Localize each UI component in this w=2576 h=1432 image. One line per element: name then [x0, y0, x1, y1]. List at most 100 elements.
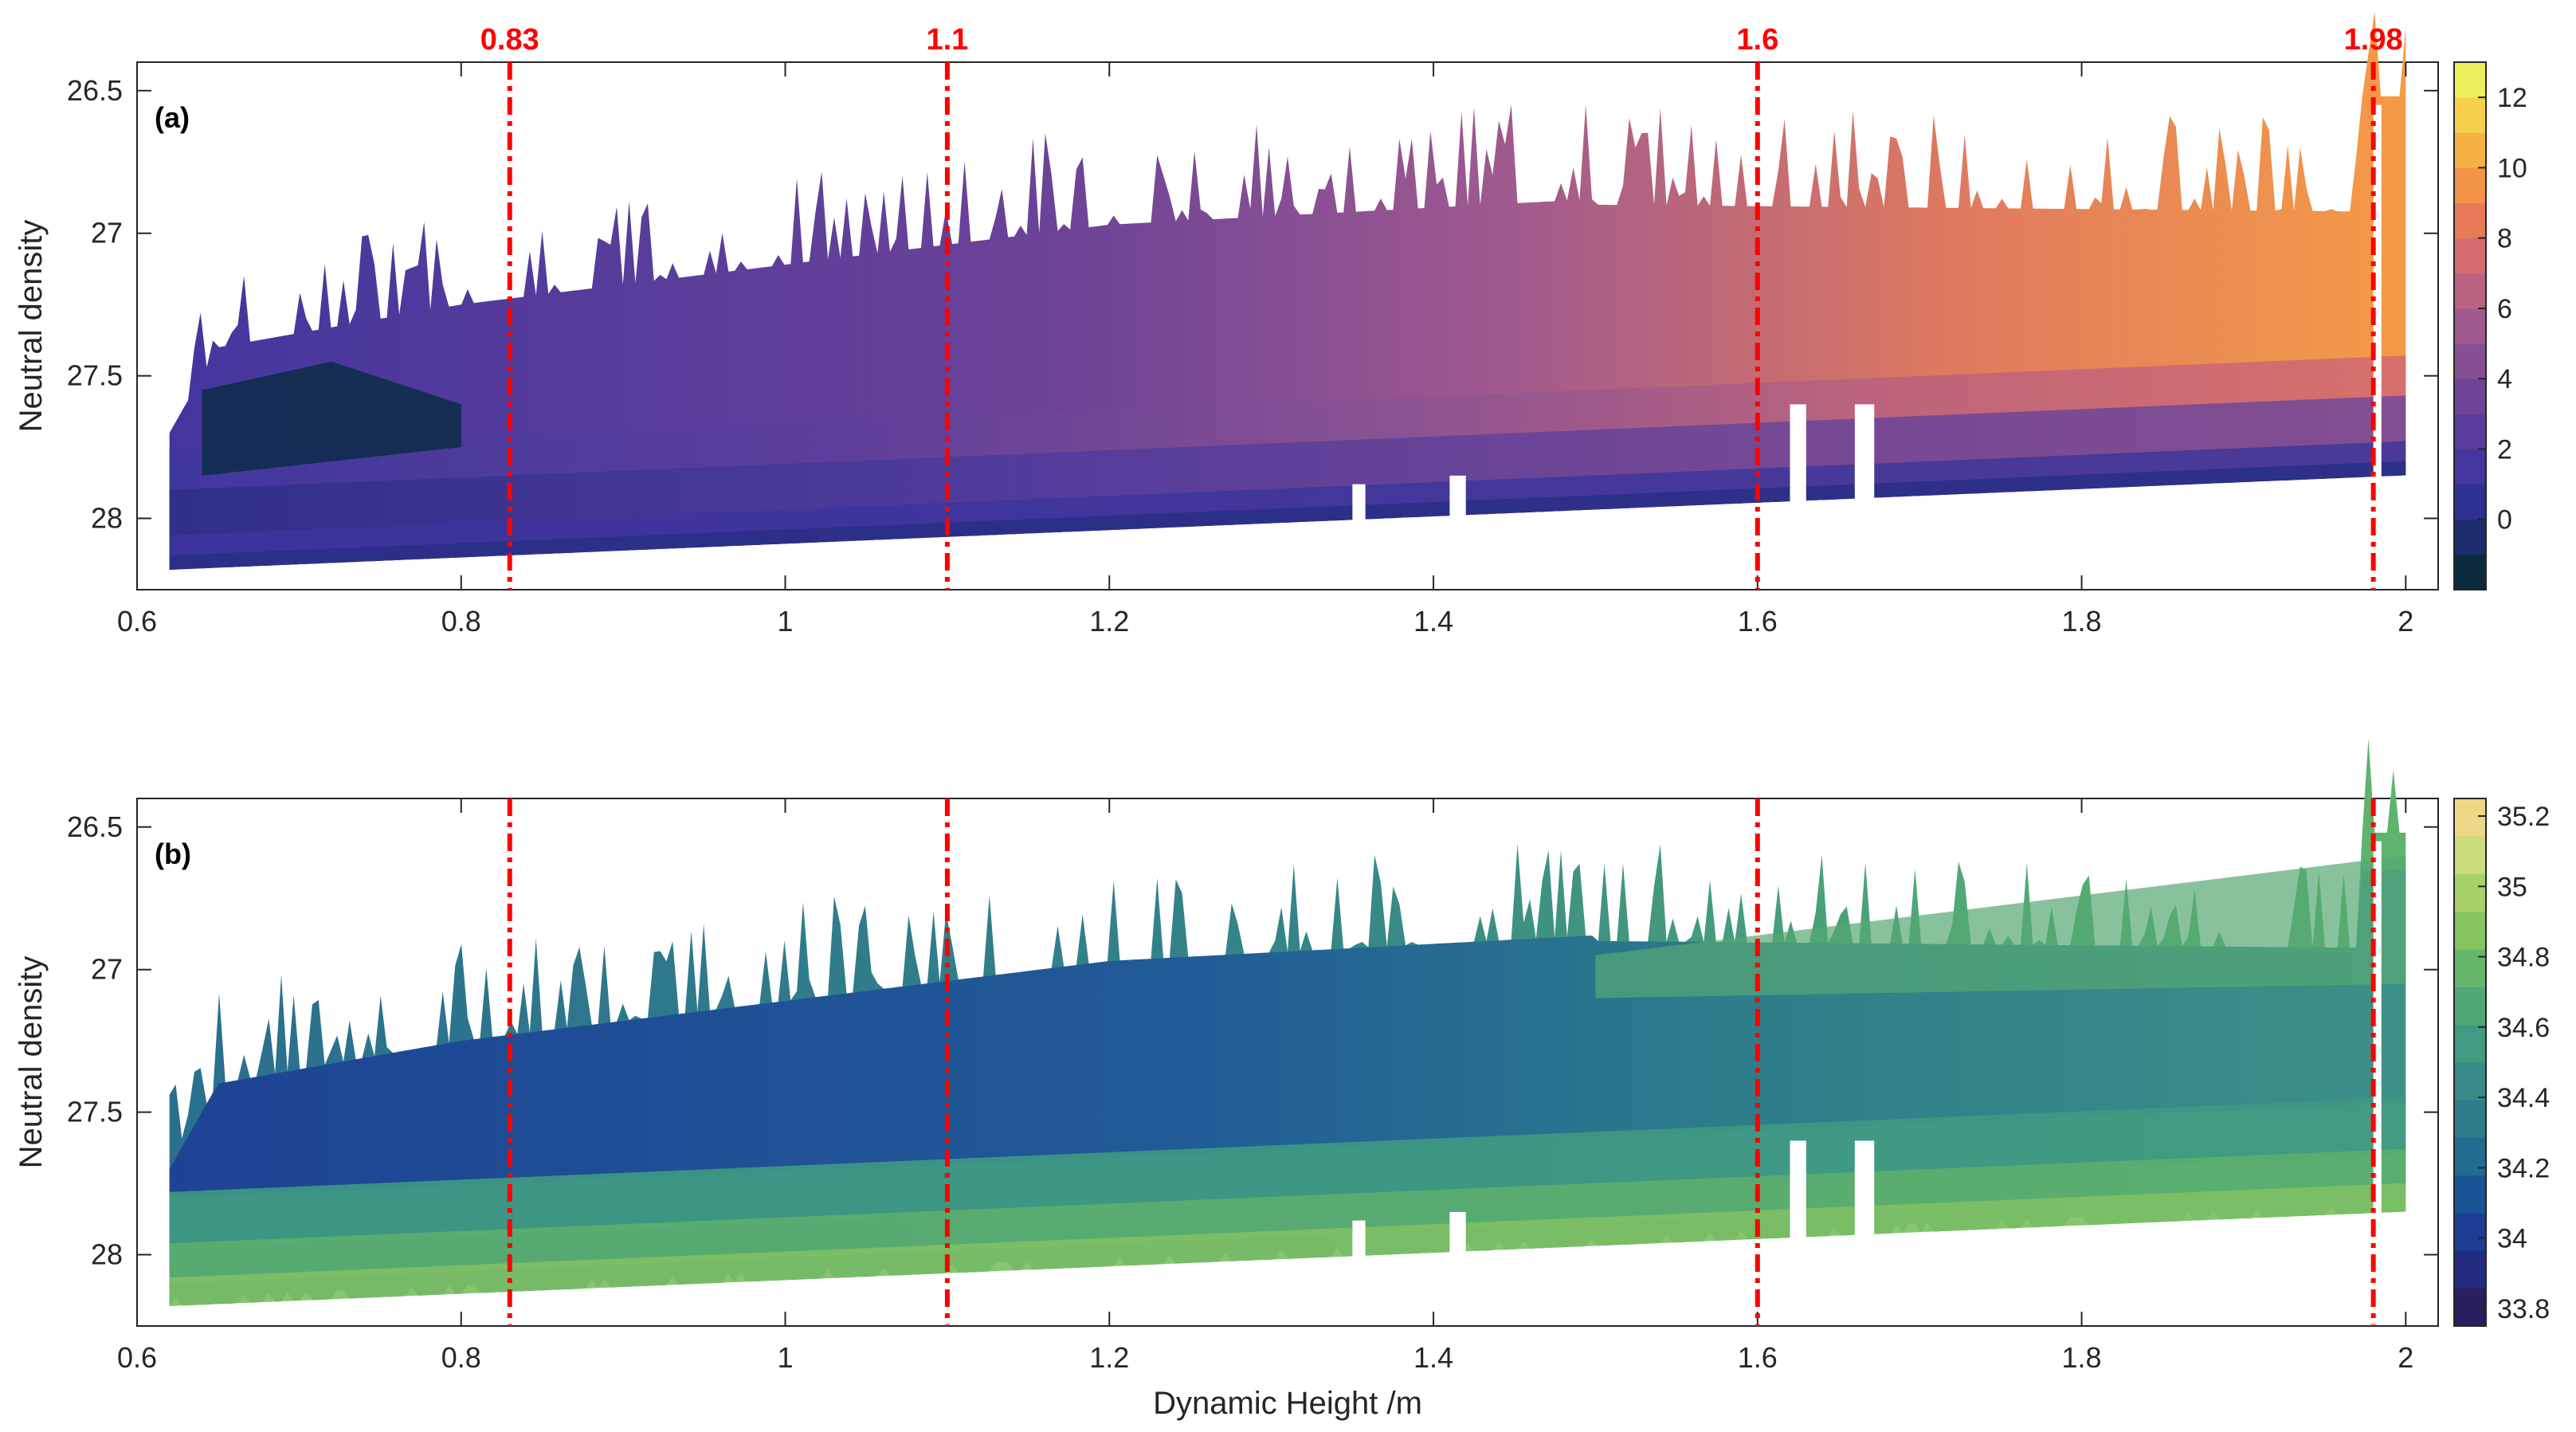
x-tick-label: 0.6	[117, 1341, 157, 1374]
x-tick-label: 2	[2398, 1341, 2413, 1374]
data-gap	[1352, 484, 1366, 526]
field-layers	[169, 738, 2406, 1306]
colorbar-frame	[2453, 798, 2487, 1327]
panel-b: 26.5 27 27.5 28 0.6 0.8 1 1.2 1.4 1.6 1.8 2 (b) Neutr…	[14, 738, 2550, 1421]
colorbar-tick-label: 0	[2497, 505, 2512, 536]
data-gap	[1449, 475, 1466, 522]
x-tick-label: 1.2	[1089, 1341, 1129, 1374]
colorbar-segment	[2454, 343, 2486, 379]
colorbar-tick-label: 2	[2497, 434, 2512, 465]
colorbar-tick-label: 35.2	[2497, 802, 2550, 832]
colorbar-tick-label: 4	[2497, 364, 2512, 394]
x-tick-label: 0.8	[441, 1341, 481, 1374]
colorbar-tick-label: 34.8	[2497, 943, 2550, 973]
colorbar-segment	[2454, 1137, 2486, 1176]
colorbar-segment	[2454, 379, 2486, 414]
data-gap	[2373, 104, 2382, 483]
panel-label: (a)	[155, 101, 190, 134]
y-tick-label: 26.5	[67, 74, 123, 107]
x-axis-title: Dynamic Height /m	[1153, 1386, 1422, 1421]
y-axis-title: Neutral density	[14, 220, 49, 433]
colorbar-segment	[2454, 1288, 2486, 1327]
y-tick-label: 28	[91, 1238, 123, 1271]
y-axis-title: Neutral density	[14, 956, 49, 1169]
colorbar-segment	[2454, 911, 2486, 950]
x-tick-label: 1.8	[2062, 605, 2102, 638]
x-tick-label: 1.2	[1089, 605, 1129, 638]
colorbar-tick-label: 34.4	[2497, 1083, 2550, 1113]
field-band-3	[169, 461, 2406, 570]
colorbar: 0 2 4 6 8 10 12	[2453, 61, 2527, 590]
data-gap	[1352, 1220, 1366, 1262]
colorbar-tick-label: 10	[2497, 153, 2527, 183]
cold-patch	[202, 361, 461, 476]
data-gap	[2373, 841, 2382, 1219]
colorbar-segment	[2454, 798, 2486, 837]
colorbar-tick-label: 6	[2497, 294, 2512, 324]
colorbar-segment	[2454, 414, 2486, 449]
x-tick-label: 1.6	[1738, 1341, 1778, 1374]
colorbar-segment	[2454, 1213, 2486, 1251]
field-band-1	[169, 395, 2406, 536]
colorbar-segment	[2454, 167, 2486, 204]
data-gap	[1449, 1211, 1466, 1258]
colorbar-segment	[2454, 308, 2486, 344]
colorbar-segment	[2454, 449, 2486, 485]
x-tick-label: 1.8	[2062, 1341, 2102, 1374]
colorbar-tick-label: 34	[2497, 1224, 2527, 1254]
colorbar-tick-label: 33.8	[2497, 1294, 2550, 1324]
data-gap	[1790, 1140, 1806, 1244]
x-tick-label: 2	[2398, 605, 2413, 638]
marker-label: 0.83	[480, 23, 539, 57]
field-band-2	[169, 1148, 2406, 1284]
x-tick-label: 1.4	[1413, 605, 1453, 638]
colorbar-segment	[2454, 873, 2486, 912]
colorbar-tick-label: 34.2	[2497, 1153, 2550, 1183]
colorbar-segment	[2454, 1100, 2486, 1139]
colorbar-segment	[2454, 1062, 2486, 1100]
x-tick-label: 1.6	[1738, 605, 1778, 638]
data-gap	[1790, 404, 1806, 508]
colorbar-segment	[2454, 97, 2486, 133]
field-layers	[169, 11, 2406, 570]
colorbar-segment	[2454, 519, 2486, 555]
x-tick-label: 1	[778, 1341, 794, 1374]
x-tick-label: 0.8	[441, 605, 481, 638]
colorbar-segment	[2454, 836, 2486, 875]
y-tick-label: 27.5	[67, 1096, 123, 1128]
x-tick-label: 1	[778, 605, 794, 638]
colorbar-tick-label: 34.6	[2497, 1013, 2550, 1043]
colorbar-tick-label: 12	[2497, 83, 2527, 113]
colorbar-segment	[2454, 987, 2486, 1026]
x-tick-label: 1.4	[1413, 1341, 1453, 1374]
y-tick-label: 27	[91, 217, 123, 249]
marker-label: 1.98	[2344, 23, 2403, 57]
data-gap	[1854, 1140, 1875, 1241]
colorbar-segment	[2454, 202, 2486, 239]
colorbar-tick-label: 35	[2497, 872, 2527, 902]
y-tick-label: 28	[91, 502, 123, 535]
colorbar-segment	[2454, 1250, 2486, 1289]
saline-patch	[1595, 855, 2406, 998]
y-tick-label: 27.5	[67, 359, 123, 392]
colorbar-segment	[2454, 62, 2486, 98]
marker-label: 1.6	[1736, 23, 1778, 57]
colorbar-segment	[2454, 237, 2486, 274]
colorbar-frame	[2453, 61, 2487, 590]
colorbar-segment	[2454, 949, 2486, 987]
panel-label: (b)	[155, 838, 191, 870]
field-band-3	[169, 1183, 2406, 1306]
y-tick-label: 27	[91, 953, 123, 986]
colorbar-segment	[2454, 554, 2486, 590]
colorbar-segment	[2454, 484, 2486, 520]
marker-label: 1.1	[926, 23, 968, 57]
colorbar: 33.8 34 34.2 34.4 34.6 34.8 35 35.2	[2453, 798, 2550, 1327]
colorbar-segment	[2454, 273, 2486, 309]
y-tick-label: 26.5	[67, 810, 123, 843]
x-tick-label: 0.6	[117, 605, 157, 638]
colorbar-segment	[2454, 132, 2486, 168]
data-gap	[1854, 404, 1875, 504]
colorbar-tick-label: 8	[2497, 224, 2512, 254]
